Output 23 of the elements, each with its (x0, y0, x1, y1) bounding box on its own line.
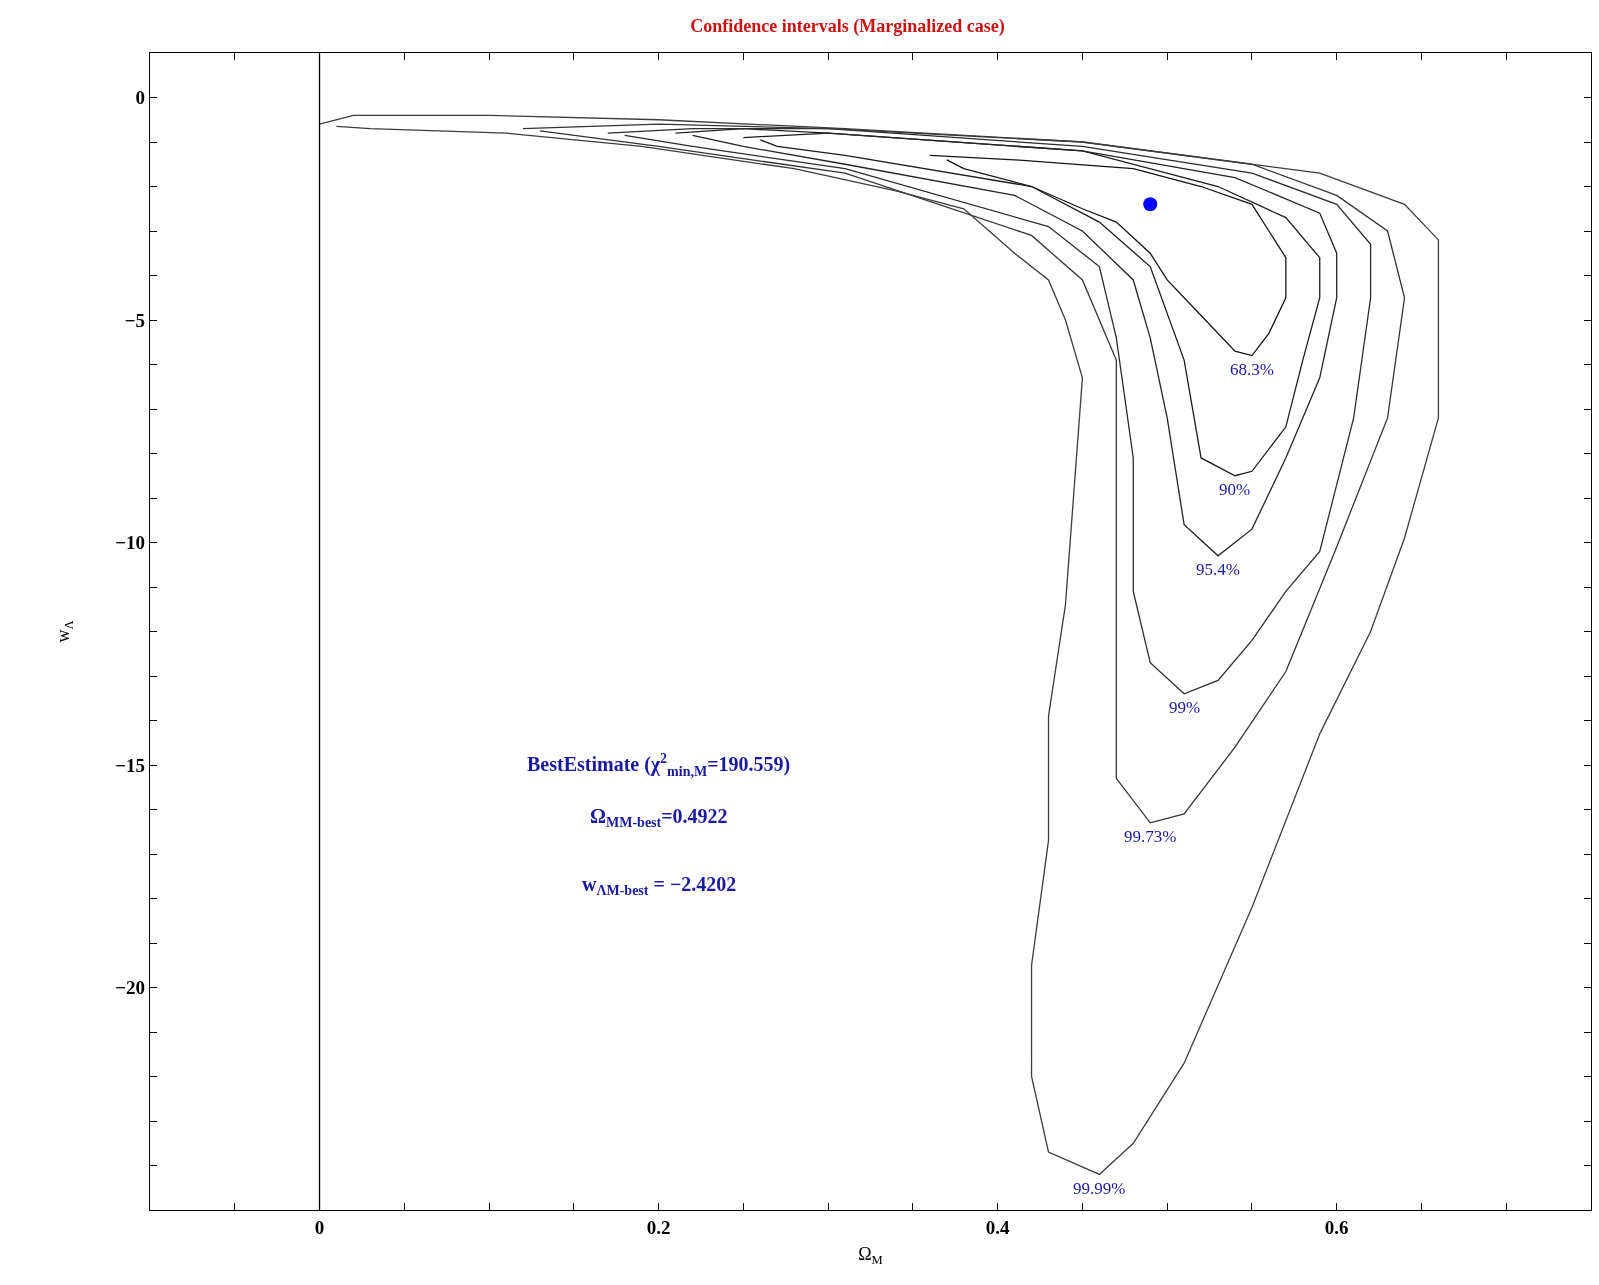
x-tick-label: 0.4 (985, 1216, 1011, 1238)
chart-title: Confidence intervals (Marginalized case) (690, 15, 1005, 37)
series-label: 68.3% (1230, 360, 1274, 379)
annotation: Ω$_{MM-best}$=0.4922 (590, 805, 728, 831)
x-tick-label: 0.2 (646, 1216, 671, 1238)
y-tick-label: −15 (115, 754, 146, 776)
y-tick-label: −20 (115, 977, 146, 999)
annotation: w$_{ΛM-best}$ = −2.4202 (582, 873, 737, 899)
series-label: 99.99% (1073, 1179, 1126, 1198)
series-label: 99% (1169, 698, 1201, 717)
annotation: BestEstimate (χ$^{2}$$_{min,M}$=190.559) (527, 751, 791, 779)
x-tick-label: 0 (314, 1216, 325, 1238)
x-axis-title: Ω$_{M}$ (858, 1244, 883, 1267)
y-tick-label: −5 (124, 309, 146, 331)
x-tick-label: 0.6 (1324, 1216, 1349, 1238)
line-series (929, 154, 1287, 357)
y-tick-label: −10 (115, 532, 146, 554)
y-tick-label: 0 (135, 87, 146, 109)
line-series (607, 128, 1372, 695)
line-series (318, 114, 1440, 1176)
series-label: 99.73% (1124, 827, 1177, 846)
series-label: 90% (1219, 480, 1251, 499)
series-label: 95.4% (1196, 560, 1240, 579)
